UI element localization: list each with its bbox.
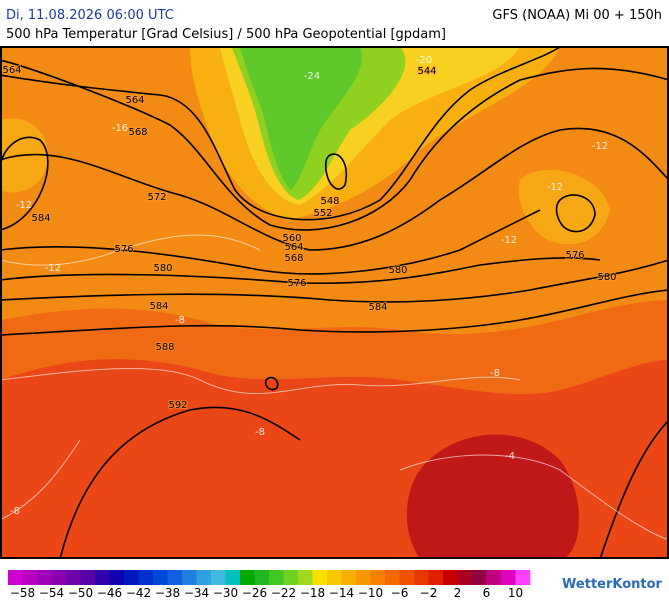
- colorbar-label: −46: [97, 586, 122, 600]
- colorbar-label: −38: [155, 586, 180, 600]
- isotherm-label: -8: [255, 427, 265, 438]
- temperature-labels: -24 -16 -12 -12 -12 -12 -12 -8 -8 -8 -8 -4 -20: [10, 55, 608, 517]
- colorbar-swatch: [196, 570, 212, 585]
- geopotential-labels: 5645645685725845765805845885925485525605…: [1, 64, 617, 412]
- contour-label: 588: [155, 342, 174, 353]
- colorbar-swatch: [95, 570, 110, 585]
- colorbar-label: 2: [454, 586, 462, 600]
- colorbar-swatch: [124, 570, 139, 585]
- colorbar-swatch: [428, 570, 444, 585]
- contour-label: 572: [147, 192, 166, 203]
- contour-label: 564: [125, 95, 144, 106]
- colorbar-swatch: [269, 570, 284, 585]
- contour-label: 568: [128, 127, 147, 138]
- colorbar-swatch: [501, 570, 516, 585]
- isotherm-label: -16: [112, 123, 128, 134]
- colorbar-label: 10: [508, 586, 523, 600]
- colorbar-swatch: [153, 570, 168, 585]
- contour-label: 584: [31, 213, 50, 224]
- colorbar-label: −22: [271, 586, 296, 600]
- isotherm-label: -8: [10, 506, 20, 517]
- colorbar-swatch: [486, 570, 502, 585]
- colorbar-swatch: [109, 570, 125, 585]
- contour-label: 580: [153, 263, 172, 274]
- contour-label: 560: [282, 233, 301, 244]
- colorbar-swatch: [312, 570, 328, 585]
- isotherm-label: -12: [547, 182, 563, 193]
- contour-label: 580: [388, 265, 407, 276]
- date-label: Di, 11.08.2026 06:00 UTC: [6, 8, 174, 23]
- colorbar-label: −54: [39, 586, 64, 600]
- colorbar-label: −14: [329, 586, 354, 600]
- colorbar-swatch: [80, 570, 96, 585]
- contour-label: 548: [320, 196, 339, 207]
- contour-label: 576: [287, 278, 306, 289]
- colorbar-label: −18: [300, 586, 325, 600]
- colorbar-swatch: [327, 570, 342, 585]
- isotherm-label: -8: [175, 315, 185, 326]
- contour-label: 544: [417, 66, 436, 77]
- colorbar-swatch: [22, 570, 38, 585]
- colorbar-swatch: [138, 570, 154, 585]
- colorbar-swatch: [443, 570, 458, 585]
- isotherm-label: -12: [16, 200, 32, 211]
- colorbar-swatch: [414, 570, 429, 585]
- colorbar-swatch: [385, 570, 400, 585]
- colorbar-label: −34: [184, 586, 209, 600]
- colorbar-swatch: [211, 570, 226, 585]
- colorbar-label: −6: [391, 586, 409, 600]
- contour-label: 568: [284, 253, 303, 264]
- isotherm-label: -20: [416, 55, 432, 66]
- brand-logo: WetterKontor: [562, 577, 663, 592]
- colorbar-swatch: [457, 570, 473, 585]
- colorbar-swatch: [240, 570, 255, 585]
- colorbar-label: −58: [10, 586, 35, 600]
- colorbar-label: −10: [358, 586, 383, 600]
- colorbar-swatch: [341, 570, 357, 585]
- colorbar-swatch: [254, 570, 270, 585]
- contour-label: 584: [149, 301, 168, 312]
- colorbar-swatch: [167, 570, 183, 585]
- contour-label: 592: [168, 400, 187, 411]
- colorbar-swatch: [225, 570, 241, 585]
- colorbar-swatch: [8, 570, 23, 585]
- contour-label: 584: [368, 302, 387, 313]
- subtitle: 500 hPa Temperatur [Grad Celsius] / 500 …: [6, 27, 446, 42]
- model-label: GFS (NOAA) Mi 00 + 150h: [492, 8, 662, 23]
- colorbar: −58 −54 −50 −46 −42 −38 −34 −30 −26 −22 −18 −14 −10−…: [8, 570, 531, 600]
- colorbar-swatch: [66, 570, 81, 585]
- colorbar-swatch: [51, 570, 67, 585]
- colorbar-swatch: [515, 570, 531, 585]
- isotherm-label: -4: [505, 451, 515, 462]
- contour-label: 564: [284, 242, 303, 253]
- colorbar-swatch: [298, 570, 313, 585]
- colorbar-swatch: [472, 570, 487, 585]
- isotherm-label: -8: [490, 368, 500, 379]
- colorbar-label: −30: [213, 586, 238, 600]
- colorbar-label: 6: [483, 586, 491, 600]
- colorbar-label: −42: [126, 586, 151, 600]
- colorbar-swatch: [356, 570, 371, 585]
- isotherm-label: -12: [45, 263, 61, 274]
- isotherm-label: -24: [304, 71, 320, 82]
- map: [1, 47, 668, 558]
- colorbar-swatch: [283, 570, 299, 585]
- contour-label: 580: [597, 272, 616, 283]
- colorbar-label: −2: [420, 586, 438, 600]
- contour-label: 576: [114, 244, 133, 255]
- colorbar-swatch: [370, 570, 386, 585]
- map-frame: [0, 46, 669, 559]
- contour-label: 564: [2, 65, 21, 76]
- colorbar-label: −50: [68, 586, 93, 600]
- isotherm-label: -12: [501, 235, 517, 246]
- colorbar-swatch: [182, 570, 197, 585]
- colorbar-label: −26: [242, 586, 267, 600]
- contour-label: 552: [313, 208, 332, 219]
- contour-label: 576: [565, 250, 584, 261]
- colorbar-swatch: [37, 570, 52, 585]
- colorbar-swatch: [399, 570, 415, 585]
- isotherm-label: -12: [592, 141, 608, 152]
